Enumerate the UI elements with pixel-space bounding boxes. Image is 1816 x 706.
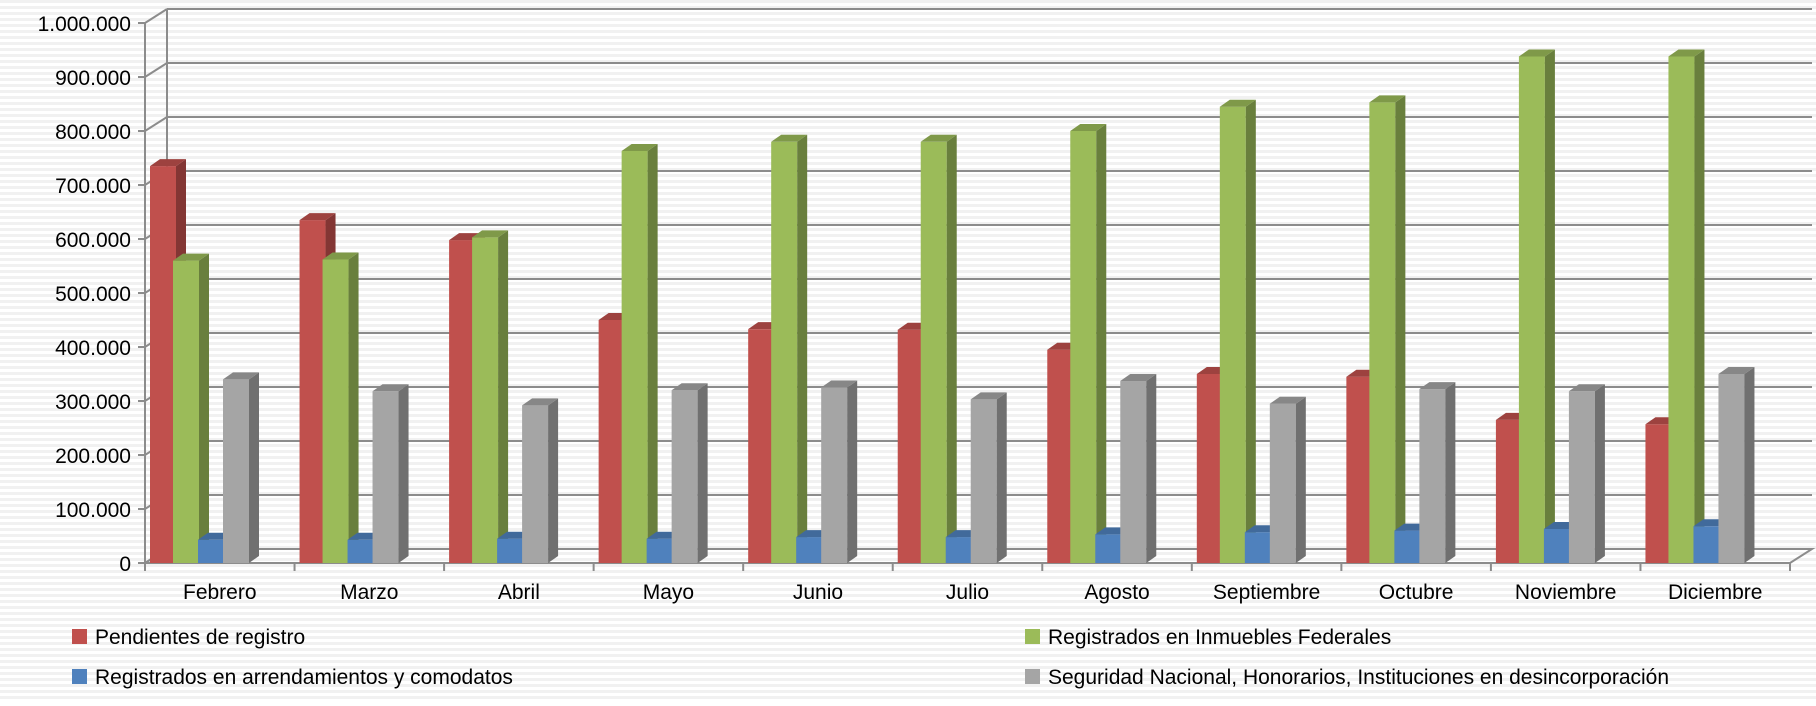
x-tick-label: Octubre	[1379, 581, 1454, 604]
bar-4-agosto	[1120, 374, 1157, 563]
y-tick-label: 900.000	[55, 67, 131, 90]
x-tick-label: Marzo	[340, 581, 398, 604]
legend-label: Registrados en Inmuebles Federales	[1048, 626, 1391, 649]
x-tick-label: Diciembre	[1668, 581, 1763, 604]
legend: Pendientes de registro Registrados en Inm…	[72, 626, 1669, 689]
y-tick-label: 500.000	[55, 283, 131, 306]
bar-2-agosto	[1070, 124, 1107, 563]
bar-4-diciembre	[1718, 367, 1755, 563]
bar-4-noviembre	[1568, 384, 1605, 563]
bar-2-septiembre	[1219, 99, 1256, 563]
y-tick-label: 400.000	[55, 337, 131, 360]
x-tick-label: Mayo	[643, 581, 694, 604]
legend-swatch	[1025, 669, 1040, 684]
x-tick-label: Abril	[498, 581, 540, 604]
bar-2-abril	[472, 230, 509, 563]
y-tick-label: 600.000	[55, 229, 131, 252]
bar-2-marzo	[322, 252, 359, 563]
bar-2-noviembre	[1518, 49, 1555, 564]
legend-label: Pendientes de registro	[95, 626, 305, 649]
bar-4-febrero	[223, 372, 259, 563]
legend-label: Registrados en arrendamientos y comodato…	[95, 666, 513, 689]
gridline-side	[144, 8, 168, 24]
bar-4-junio	[821, 380, 858, 563]
y-tick-label: 700.000	[55, 175, 131, 198]
bar-2-mayo	[621, 143, 658, 564]
bar-2-junio	[771, 134, 808, 564]
legend-swatch	[1025, 629, 1040, 644]
y-tick-label: 200.000	[55, 445, 131, 468]
bar-4-julio	[970, 392, 1007, 563]
bar-4-mayo	[671, 383, 708, 563]
x-tick-label: Febrero	[183, 581, 257, 604]
bar-4-abril	[522, 398, 559, 563]
y-axis-labels: 0 100.000 200.000 300.000 400.000 500.000 600.…	[38, 13, 145, 576]
bar-2-febrero	[173, 253, 209, 563]
x-axis-labels: Febrero Marzo Abril Mayo Junio Julio Agosto Sep…	[144, 563, 1791, 604]
legend-label: Seguridad Nacional, Honorarios, Instituc…	[1048, 666, 1669, 689]
bar-2-octubre	[1369, 95, 1406, 563]
legend-item-2: Registrados en Inmuebles Federales	[1025, 626, 1391, 649]
x-tick-label: Noviembre	[1515, 581, 1617, 604]
legend-swatch	[72, 629, 87, 644]
y-tick-label: 800.000	[55, 121, 131, 144]
bar-2-diciembre	[1668, 49, 1705, 564]
bar-4-octubre	[1419, 382, 1456, 563]
legend-item-3: Registrados en arrendamientos y comodato…	[72, 666, 513, 689]
y-tick-label: 300.000	[55, 391, 131, 414]
y-tick-label: 100.000	[55, 499, 131, 522]
bar-4-marzo	[372, 384, 409, 563]
legend-item-1: Pendientes de registro	[72, 626, 305, 649]
gridline-side	[144, 62, 168, 78]
x-tick-label: Septiembre	[1213, 581, 1320, 604]
gridline-side	[144, 116, 168, 132]
x-tick-label: Junio	[793, 581, 843, 604]
y-tick-label: 0	[119, 553, 131, 576]
bar-2-julio	[920, 134, 957, 564]
bars	[150, 49, 1755, 564]
legend-item-4: Seguridad Nacional, Honorarios, Instituc…	[1025, 666, 1669, 689]
y-tick-label: 1.000.000	[38, 13, 131, 36]
x-tick-label: Julio	[946, 581, 989, 604]
x-tick-label: Agosto	[1084, 581, 1149, 604]
legend-swatch	[72, 669, 87, 684]
bar-4-septiembre	[1269, 396, 1306, 563]
